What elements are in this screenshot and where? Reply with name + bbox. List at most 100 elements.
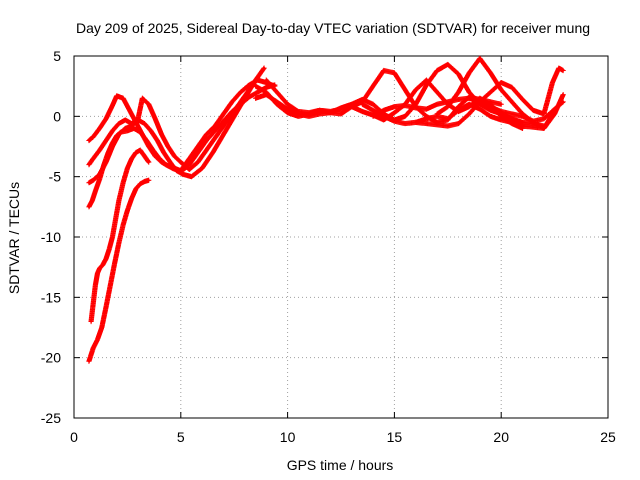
data-point xyxy=(478,107,482,111)
data-point xyxy=(254,97,257,100)
data-point xyxy=(190,175,193,178)
data-point xyxy=(115,94,118,98)
data-point xyxy=(94,189,97,193)
data-point xyxy=(393,71,396,75)
data-point xyxy=(510,86,514,89)
series-track-13 xyxy=(434,55,566,131)
x-tick-label: 5 xyxy=(177,429,185,445)
chart-title: Day 209 of 2025, Sidereal Day-to-day VTE… xyxy=(76,20,590,36)
data-point xyxy=(89,320,93,323)
data-point xyxy=(467,71,471,75)
data-point xyxy=(96,272,99,275)
data-point xyxy=(188,157,191,160)
data-point xyxy=(205,133,208,136)
data-point xyxy=(265,93,268,96)
data-point xyxy=(457,109,460,112)
data-point xyxy=(104,117,108,120)
x-tick-label: 15 xyxy=(387,429,403,445)
data-point xyxy=(239,91,242,94)
data-point xyxy=(205,139,208,142)
data-point xyxy=(205,148,208,152)
data-point xyxy=(111,129,114,133)
data-point xyxy=(435,123,439,126)
data-point xyxy=(114,217,117,221)
data-point xyxy=(104,257,108,260)
data-point xyxy=(318,109,321,112)
series-track-2 xyxy=(86,75,261,173)
x-tick-label: 0 xyxy=(70,429,78,445)
series-marks xyxy=(86,75,261,173)
data-point xyxy=(425,107,428,111)
data-point xyxy=(350,103,353,106)
data-point xyxy=(414,106,417,110)
y-tick-label: -25 xyxy=(41,410,61,426)
data-point xyxy=(124,118,127,122)
data-point xyxy=(510,100,514,104)
data-point xyxy=(128,109,131,112)
data-point xyxy=(222,119,225,123)
data-point xyxy=(478,100,482,104)
data-point xyxy=(553,112,556,116)
data-point xyxy=(561,93,565,96)
data-point xyxy=(111,235,114,239)
data-point xyxy=(90,199,94,202)
data-point xyxy=(446,105,449,108)
data-point xyxy=(489,105,492,108)
data-point xyxy=(136,118,140,122)
data-point xyxy=(147,179,150,182)
data-point xyxy=(117,199,121,202)
data-point xyxy=(467,91,471,94)
data-point xyxy=(262,66,266,70)
data-point xyxy=(213,124,217,128)
x-tick-label: 20 xyxy=(493,429,509,445)
data-point xyxy=(98,177,101,181)
data-point xyxy=(339,112,343,116)
data-point xyxy=(164,163,168,166)
data-point xyxy=(104,139,108,142)
data-point xyxy=(435,103,439,106)
series-track-12 xyxy=(413,65,566,129)
data-point xyxy=(179,170,182,174)
data-point xyxy=(265,78,268,82)
data-point xyxy=(222,112,225,116)
data-point xyxy=(371,84,375,88)
data-series xyxy=(86,55,566,364)
data-point xyxy=(307,111,311,114)
x-axis-ticks: 0 5 10 15 20 25 xyxy=(70,56,616,445)
data-point xyxy=(489,91,492,94)
data-point xyxy=(510,112,514,116)
data-point xyxy=(542,127,546,130)
data-point xyxy=(106,151,110,154)
data-point xyxy=(382,115,385,118)
data-point xyxy=(500,110,503,113)
data-point xyxy=(286,107,289,111)
data-point xyxy=(239,103,242,106)
data-point xyxy=(467,112,471,116)
data-point xyxy=(307,115,311,118)
data-point xyxy=(371,109,375,112)
data-point xyxy=(542,112,546,116)
data-point xyxy=(109,284,112,287)
data-point xyxy=(188,168,191,171)
data-point xyxy=(414,103,417,106)
data-point xyxy=(286,103,289,106)
data-point xyxy=(425,83,428,87)
x-tick-label: 10 xyxy=(280,429,296,445)
data-point xyxy=(435,112,439,116)
data-point xyxy=(446,117,449,120)
data-point xyxy=(403,88,407,91)
data-point xyxy=(551,81,554,84)
data-point xyxy=(87,205,91,209)
data-point xyxy=(166,145,170,148)
data-point xyxy=(92,302,95,305)
data-point xyxy=(230,110,234,113)
data-point xyxy=(87,360,91,363)
data-point xyxy=(275,100,279,104)
data-point xyxy=(233,115,236,118)
data-point xyxy=(121,97,125,100)
data-point xyxy=(143,154,146,158)
data-point xyxy=(510,117,514,120)
y-tick-label: -20 xyxy=(41,350,61,366)
data-point xyxy=(188,163,191,166)
data-point xyxy=(96,338,99,341)
